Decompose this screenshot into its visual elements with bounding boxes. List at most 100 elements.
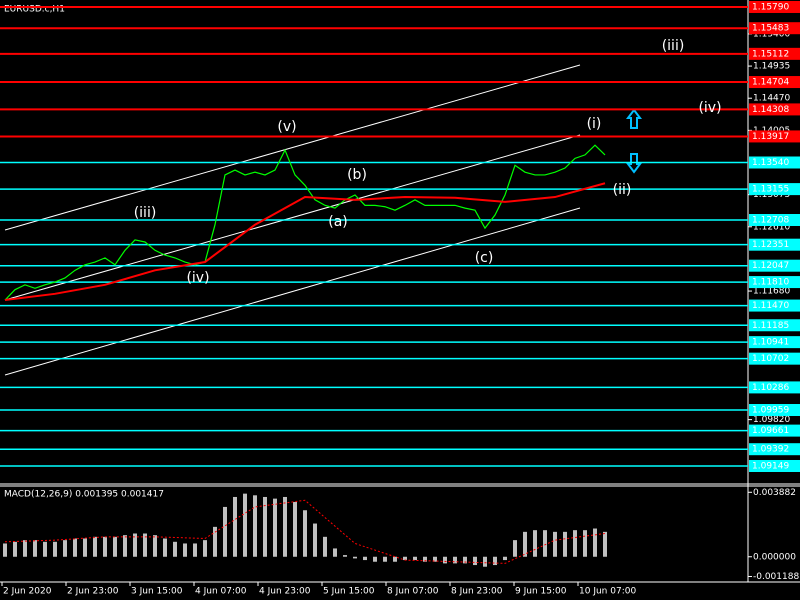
macd-bar (203, 540, 207, 557)
macd-bar (163, 538, 167, 557)
y-tick-label: 1.11680 (753, 287, 790, 297)
macd-bar (233, 496, 237, 557)
macd-bar (43, 541, 47, 557)
macd-bar (133, 533, 137, 557)
level-label-box (749, 319, 800, 332)
x-tick-label: 3 Jun 15:00 (131, 587, 183, 597)
channel-line (4, 64, 581, 231)
wave-label: (i) (587, 116, 602, 132)
level-label: 1.15790 (752, 2, 789, 12)
macd-bar (533, 530, 537, 557)
macd-bar (453, 556, 457, 564)
macd-bar (583, 530, 587, 557)
level-label: 1.10286 (752, 383, 789, 393)
x-tick-label: 2 Jun 23:00 (67, 587, 119, 597)
macd-bar (123, 535, 127, 557)
level-label: 1.12351 (752, 240, 789, 250)
y-tick-label: 1.12610 (753, 222, 790, 232)
level-label: 1.12708 (752, 216, 789, 226)
level-label: 1.14704 (752, 78, 789, 88)
level-label-box (749, 404, 800, 417)
macd-bar (223, 506, 227, 557)
level-label-box (749, 130, 800, 143)
macd-bar (173, 541, 177, 557)
macd-bar (423, 556, 427, 562)
macd-bar (283, 496, 287, 557)
level-label-box (749, 238, 800, 251)
y-tick-label: 1.13075 (753, 190, 790, 200)
macd-bar (313, 523, 317, 557)
macd-bar (373, 556, 377, 562)
x-tick-label: 2 Jun 2020 (3, 587, 52, 597)
price-line (4, 144, 606, 301)
x-tick-label: 10 Jun 07:00 (579, 587, 636, 597)
macd-bar (103, 536, 107, 557)
macd-bar (343, 555, 347, 557)
level-label: 1.11810 (752, 278, 789, 288)
macd-bar (503, 556, 507, 561)
y-tick-label: 1.14470 (753, 94, 790, 104)
macd-bar (303, 510, 307, 557)
level-label: 1.13155 (752, 185, 789, 195)
x-tick-label: 4 Jun 07:00 (195, 587, 247, 597)
x-tick-label: 8 Jun 23:00 (451, 587, 503, 597)
macd-bar (113, 536, 117, 557)
macd-bar (553, 531, 557, 557)
level-label-box (749, 156, 800, 169)
macd-bar (523, 531, 527, 557)
y-tick-label: -0.001188 (753, 572, 799, 582)
level-label: 1.14308 (752, 105, 789, 115)
level-label-box (749, 22, 800, 35)
level-label: 1.09959 (752, 406, 789, 416)
level-label: 1.09661 (752, 426, 789, 436)
macd-bar (243, 493, 247, 557)
macd-bar (23, 540, 27, 557)
macd-bar (403, 556, 407, 561)
macd-bar (93, 536, 97, 557)
x-tick-label: 8 Jun 07:00 (387, 587, 439, 597)
macd-bar (393, 556, 397, 562)
macd-bar (473, 556, 477, 566)
level-label-box (749, 352, 800, 365)
wave-label: (v) (277, 119, 296, 135)
macd-bar (73, 538, 77, 557)
level-label: 1.10702 (752, 354, 789, 364)
macd-bar (493, 556, 497, 566)
wave-label: (iv) (186, 270, 209, 286)
macd-title: MACD(12,26,9) 0.001395 0.001417 (4, 490, 164, 500)
level-label-box (749, 299, 800, 312)
macd-bar (253, 495, 257, 557)
level-label: 1.10941 (752, 338, 789, 348)
macd-bar (603, 531, 607, 557)
y-tick-label: 1.09820 (753, 415, 790, 425)
level-label-box (749, 259, 800, 272)
macd-bar (353, 556, 357, 559)
wave-label: (iii) (134, 205, 157, 221)
arrow-up (626, 108, 642, 129)
level-label-box (749, 276, 800, 289)
macd-bar (33, 540, 37, 557)
macd-bar (413, 556, 417, 561)
level-label-box (749, 47, 800, 60)
level-label-box (749, 0, 800, 13)
y-tick-label: 1.14935 (753, 62, 790, 72)
macd-bar (443, 556, 447, 564)
wave-label: (b) (347, 167, 367, 183)
macd-bar (333, 548, 337, 557)
wave-label: (iv) (698, 100, 721, 116)
wave-label: (ii) (613, 182, 632, 198)
macd-bar (183, 543, 187, 557)
level-label: 1.15483 (752, 24, 789, 34)
wave-label: (a) (328, 214, 348, 230)
level-label-box (749, 424, 800, 437)
x-tick-label: 5 Jun 15:00 (323, 587, 375, 597)
level-label: 1.13540 (752, 158, 789, 168)
macd-bar (273, 498, 277, 557)
level-label: 1.12047 (752, 261, 789, 271)
wave-label: (c) (475, 250, 494, 266)
macd-bar (573, 530, 577, 557)
level-label: 1.15112 (752, 49, 789, 59)
